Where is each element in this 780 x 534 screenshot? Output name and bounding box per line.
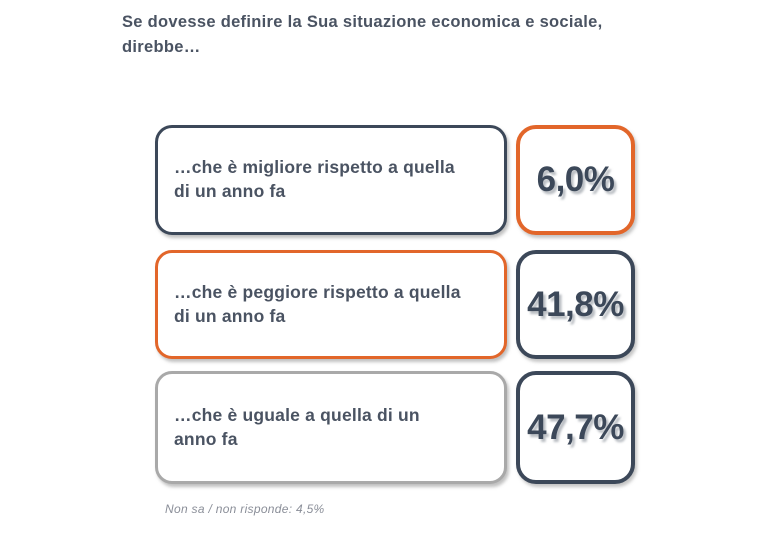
answer-row-uguale: …che è uguale a quella di un anno fa 47,…	[155, 371, 635, 484]
percent-value: 41,8%	[527, 284, 624, 324]
percent-value: 6,0%	[536, 160, 615, 199]
answer-label: …che è uguale a quella di un anno fa	[174, 404, 420, 449]
answer-label: …che è peggiore rispetto a quella di un …	[174, 281, 461, 326]
answer-label: …che è migliore rispetto a quella di un …	[174, 157, 455, 201]
answer-label-box-uguale: …che è uguale a quella di un anno fa	[155, 371, 507, 484]
answer-row-peggiore: …che è peggiore rispetto a quella di un …	[155, 250, 635, 359]
percent-box-migliore: 6,0%	[516, 125, 635, 235]
answer-label-box-peggiore: …che è peggiore rispetto a quella di un …	[155, 250, 507, 359]
answer-row-migliore: …che è migliore rispetto a quella di un …	[155, 125, 635, 235]
answer-label-box-migliore: …che è migliore rispetto a quella di un …	[155, 125, 507, 235]
footnote: Non sa / non risponde: 4,5%	[165, 502, 325, 516]
percent-value: 47,7%	[527, 407, 624, 447]
percent-box-uguale: 47,7%	[516, 371, 635, 484]
question-title: Se dovesse definire la Sua situazione ec…	[122, 13, 603, 56]
percent-box-peggiore: 41,8%	[516, 250, 635, 359]
